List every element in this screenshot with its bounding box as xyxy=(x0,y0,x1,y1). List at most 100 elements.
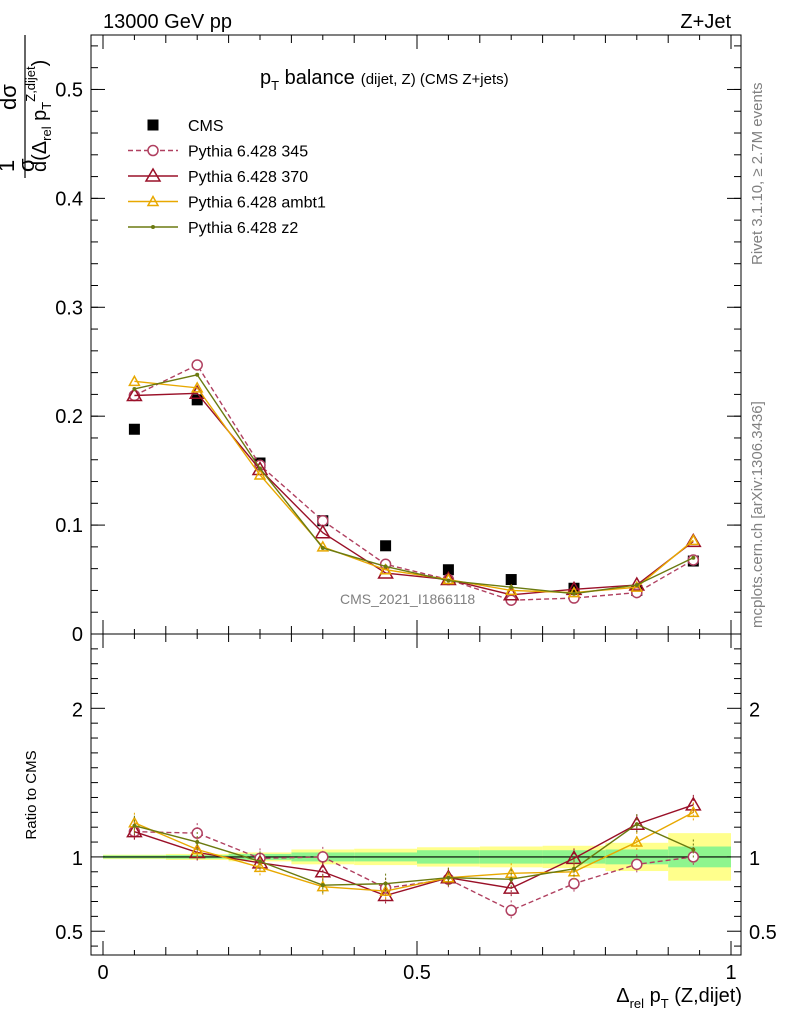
point-pythia-6-428-ambt1 xyxy=(567,586,581,598)
ratio-line-pythia-6-428-z2 xyxy=(134,823,694,886)
point-pythia-6-428-ambt1 xyxy=(379,563,392,575)
x-tick-label: 0.5 xyxy=(403,962,431,984)
legend-label: Pythia 6.428 ambt1 xyxy=(188,195,326,212)
point-pythia-6-428-370 xyxy=(314,524,332,539)
series-line-pythia-6-428-ambt1 xyxy=(134,380,694,594)
point-pythia-6-428-z2 xyxy=(320,545,325,550)
point-pythia-6-428-z2 xyxy=(132,386,137,391)
ratio-point-pythia-6-428-z2 xyxy=(258,859,262,864)
ylabel-dsigma: dσ xyxy=(0,84,21,110)
ratio-point-pythia-6-428-370 xyxy=(685,796,702,811)
legend-label: Pythia 6.428 z2 xyxy=(188,220,298,237)
ratio-series-layer xyxy=(126,794,702,921)
ratio-point-pythia-6-428-ambt1 xyxy=(687,805,700,818)
ratio-point-pythia-6-428-z2 xyxy=(383,881,388,886)
ratio-point-pythia-6-428-345 xyxy=(317,851,329,863)
point-cms xyxy=(505,574,517,586)
series-pythia-6-428-370 xyxy=(126,384,702,601)
ratio-ytick-label-right: 0.5 xyxy=(749,922,777,944)
point-pythia-6-428-ambt1 xyxy=(253,468,267,480)
point-cms xyxy=(442,564,454,576)
point-pythia-6-428-ambt1 xyxy=(190,381,204,393)
ratio-point-pythia-6-428-ambt1 xyxy=(630,835,644,847)
series-pythia-6-428-ambt1 xyxy=(128,374,700,598)
point-pythia-6-428-z2 xyxy=(383,564,388,569)
ratio-point-pythia-6-428-370 xyxy=(502,879,520,894)
series-line-pythia-6-428-370 xyxy=(134,392,694,596)
point-cms xyxy=(128,423,140,435)
ratio-point-pythia-6-428-ambt1 xyxy=(379,884,392,896)
ratio-line-pythia-6-428-ambt1 xyxy=(134,811,694,892)
main-ytick-label: 0.1 xyxy=(55,515,83,537)
point-pythia-6-428-345 xyxy=(191,359,203,371)
ratio-frame-border xyxy=(90,633,742,956)
main-ytick-label: 0 xyxy=(72,624,83,646)
plot-title: pT balance (dijet, Z) (CMS Z+jets) xyxy=(260,67,509,93)
x-axis-label: Δrel pT (Z,dijet) xyxy=(616,985,742,1011)
main-axis-ticks: 0 0.1 0.2 0.3 0.4 0.5 xyxy=(55,35,741,646)
series-line-pythia-6-428-z2 xyxy=(134,374,694,595)
ratio-plot-frame xyxy=(90,633,742,956)
ratio-y-axis-label: Ratio to CMS xyxy=(23,750,40,839)
legend-entry-pythia-6-428-345: Pythia 6.428 345 xyxy=(128,144,308,161)
main-ytick-label: 0.4 xyxy=(55,188,83,210)
ratio-point-pythia-6-428-345 xyxy=(505,904,517,917)
point-pythia-6-428-z2 xyxy=(691,555,696,560)
legend-entry-pythia-6-428-ambt1: Pythia 6.428 ambt1 xyxy=(128,195,326,212)
point-pythia-6-428-ambt1 xyxy=(442,573,455,585)
ratio-ytick-label: 1 xyxy=(72,848,83,870)
ratio-point-pythia-6-428-345 xyxy=(568,877,580,890)
mcplots-credit-label: mcplots.cern.ch [arXiv:1306.3436] xyxy=(749,401,766,628)
legend-marker xyxy=(146,194,160,207)
point-pythia-6-428-ambt1 xyxy=(316,540,330,552)
point-pythia-6-428-z2 xyxy=(634,582,639,587)
ratio-point-pythia-6-428-z2 xyxy=(572,866,576,871)
series-pythia-6-428-345 xyxy=(128,359,700,606)
x-tick-label: 0 xyxy=(97,962,108,984)
point-pythia-6-428-z2 xyxy=(572,591,576,596)
ratio-ytick-label: 0.5 xyxy=(55,922,83,944)
ratio-point-pythia-6-428-z2 xyxy=(195,840,200,845)
point-cms xyxy=(380,540,392,552)
ratio-line-pythia-6-428-370 xyxy=(134,804,694,897)
ratio-ytick-label-right: 1 xyxy=(749,848,760,870)
ratio-point-pythia-6-428-345 xyxy=(631,858,643,871)
legend-label: Pythia 6.428 345 xyxy=(188,144,308,161)
ratio-point-pythia-6-428-ambt1 xyxy=(253,860,267,873)
x-tick-label: 1 xyxy=(725,962,736,984)
main-series-layer xyxy=(126,359,702,606)
point-pythia-6-428-z2 xyxy=(509,585,514,590)
point-pythia-6-428-z2 xyxy=(258,466,262,471)
point-pythia-6-428-370 xyxy=(126,387,143,402)
ratio-series-pythia-6-428-z2 xyxy=(132,814,696,896)
ratio-point-pythia-6-428-z2 xyxy=(691,847,696,852)
legend-marker xyxy=(147,119,159,131)
analysis-watermark: CMS_2021_I1866118 xyxy=(340,591,475,607)
legend-label: CMS xyxy=(188,118,224,135)
legend-entry-cms: CMS xyxy=(147,118,224,135)
ylabel-one: 1 xyxy=(0,160,19,172)
point-pythia-6-428-ambt1 xyxy=(687,533,700,546)
main-ytick-label: 0.5 xyxy=(55,79,83,101)
legend-entry-pythia-6-428-370: Pythia 6.428 370 xyxy=(128,167,308,186)
ratio-line-pythia-6-428-345 xyxy=(134,830,694,912)
series-pythia-6-428-z2 xyxy=(132,372,696,596)
ylabel-denominator: d(Δrel pTZ,dijet) xyxy=(23,60,54,172)
header-collision-label: 13000 GeV pp xyxy=(103,11,232,33)
ratio-point-pythia-6-428-370 xyxy=(628,815,646,830)
point-pythia-6-428-ambt1 xyxy=(630,580,644,592)
ratio-point-pythia-6-428-370 xyxy=(126,823,143,838)
legend-entry-pythia-6-428-z2: Pythia 6.428 z2 xyxy=(128,220,298,237)
legend-marker xyxy=(147,144,159,157)
header-process-label: Z+Jet xyxy=(680,11,731,33)
point-pythia-6-428-z2 xyxy=(195,372,200,377)
ratio-point-pythia-6-428-z2 xyxy=(509,877,514,882)
main-ytick-label: 0.2 xyxy=(55,406,83,428)
series-line-pythia-6-428-345 xyxy=(134,364,694,601)
ratio-point-pythia-6-428-z2 xyxy=(634,822,639,827)
legend: CMS Pythia 6.428 345 Pythia 6.428 370 Pythi… xyxy=(128,118,326,237)
point-pythia-6-428-z2 xyxy=(446,578,451,583)
ratio-uncertainty-bands xyxy=(103,833,731,881)
ylabel-sigma: σ xyxy=(14,158,39,172)
